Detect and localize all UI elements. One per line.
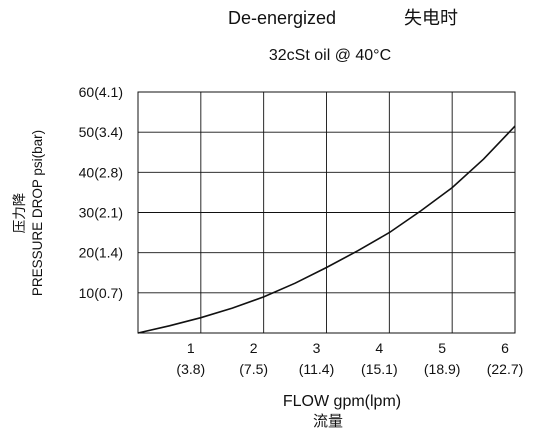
- chart-subtitle: 32cSt oil @ 40°C: [269, 47, 391, 64]
- grid-lines: [138, 91, 516, 333]
- x-axis-label: FLOW gpm(lpm): [283, 393, 401, 410]
- y-tick-label: 30(2.1): [79, 205, 123, 221]
- x-tick-label: 5: [438, 340, 446, 356]
- y-tick-label: 60(4.1): [79, 84, 123, 100]
- x-tick-sublabel: (11.4): [299, 361, 335, 377]
- x-tick-labels: 1 (3.8) 2 (7.5) 3 (11.4) 4 (15.1) 5 (18.9) 6 (22.7): [176, 340, 523, 377]
- pressure-drop-curve: [137, 125, 516, 334]
- y-tick-label: 20(1.4): [79, 245, 123, 261]
- x-tick-label: 6: [501, 340, 509, 356]
- x-tick-sublabel: (18.9): [424, 361, 461, 377]
- y-axis-label-cn: 压力降: [12, 192, 27, 233]
- x-tick-label: 2: [250, 340, 258, 356]
- chart-title: De-energized: [228, 8, 336, 28]
- x-tick-label: 1: [187, 340, 195, 356]
- x-tick-sublabel: (3.8): [176, 361, 205, 377]
- x-axis-label-cn: 流量: [313, 413, 343, 430]
- y-tick-labels: 10(0.7) 20(1.4) 30(2.1) 40(2.8) 50(3.4) 60(4.…: [79, 84, 123, 301]
- x-tick-label: 4: [375, 340, 383, 356]
- plot-frame: [137, 91, 516, 334]
- x-tick-sublabel: (15.1): [361, 361, 398, 377]
- x-tick-sublabel: (22.7): [487, 361, 524, 377]
- x-tick-label: 3: [313, 340, 321, 356]
- y-axis-label: PRESSURE DROP psi(bar): [30, 130, 45, 296]
- y-tick-label: 10(0.7): [79, 285, 123, 301]
- y-tick-label: 50(3.4): [79, 124, 123, 140]
- x-tick-sublabel: (7.5): [239, 361, 268, 377]
- y-tick-label: 40(2.8): [79, 164, 123, 180]
- chart-title-cn: 失电时: [404, 8, 458, 28]
